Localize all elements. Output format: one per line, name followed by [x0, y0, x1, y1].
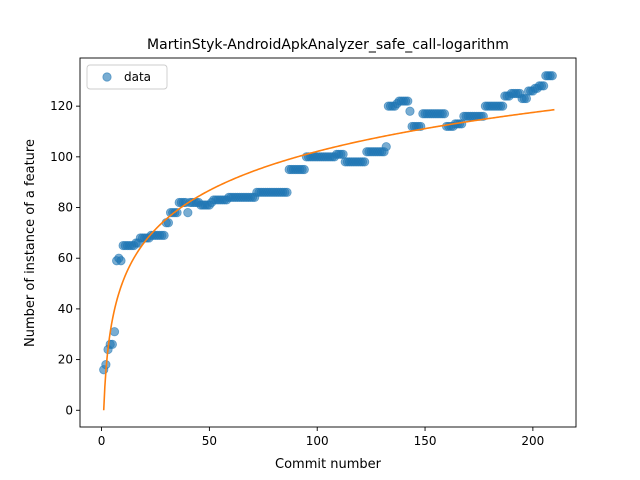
x-tick-label: 150	[414, 434, 437, 448]
data-point	[299, 164, 309, 175]
data-point	[360, 157, 370, 167]
y-tick-label: 40	[58, 302, 73, 316]
chart-title: MartinStyk-AndroidApkAnalyzer_safe_call-…	[147, 37, 509, 53]
legend-box	[86, 64, 168, 90]
data-point	[381, 142, 391, 152]
axes-frame	[79, 57, 577, 428]
data-point	[439, 109, 450, 119]
data-point	[521, 93, 532, 104]
y-axis-label: Number of instance of a feature	[23, 139, 38, 347]
data-point	[547, 71, 557, 81]
data-point	[163, 218, 174, 228]
data-point	[539, 81, 549, 91]
data-point	[457, 119, 467, 129]
x-tick-label: 100	[306, 434, 329, 448]
x-tick-label: 200	[521, 434, 544, 448]
x-axis-label: Commit number	[275, 457, 382, 472]
y-tick-label: 60	[58, 251, 73, 265]
data-point	[172, 207, 182, 218]
data-point	[405, 106, 415, 116]
fit-line	[102, 108, 555, 411]
x-tick-label: 0	[98, 434, 106, 448]
data-point	[282, 187, 292, 197]
y-tick-label: 0	[65, 403, 73, 417]
y-tick-label: 20	[58, 353, 73, 367]
data-point	[338, 149, 348, 159]
data-point	[498, 101, 508, 111]
x-tick-label: 50	[202, 434, 217, 448]
y-tick-label: 120	[50, 99, 73, 113]
data-point	[116, 256, 126, 266]
data-point	[183, 207, 193, 218]
legend-label: data	[124, 70, 151, 84]
plot-area: 0 50 100 150 200 0 20 40 60 80 100 120 data	[50, 57, 577, 448]
y-tick-label: 80	[58, 201, 73, 215]
data-point	[403, 96, 413, 106]
y-tick-label: 100	[50, 150, 73, 164]
legend-marker	[102, 72, 112, 82]
data-point	[159, 230, 169, 240]
